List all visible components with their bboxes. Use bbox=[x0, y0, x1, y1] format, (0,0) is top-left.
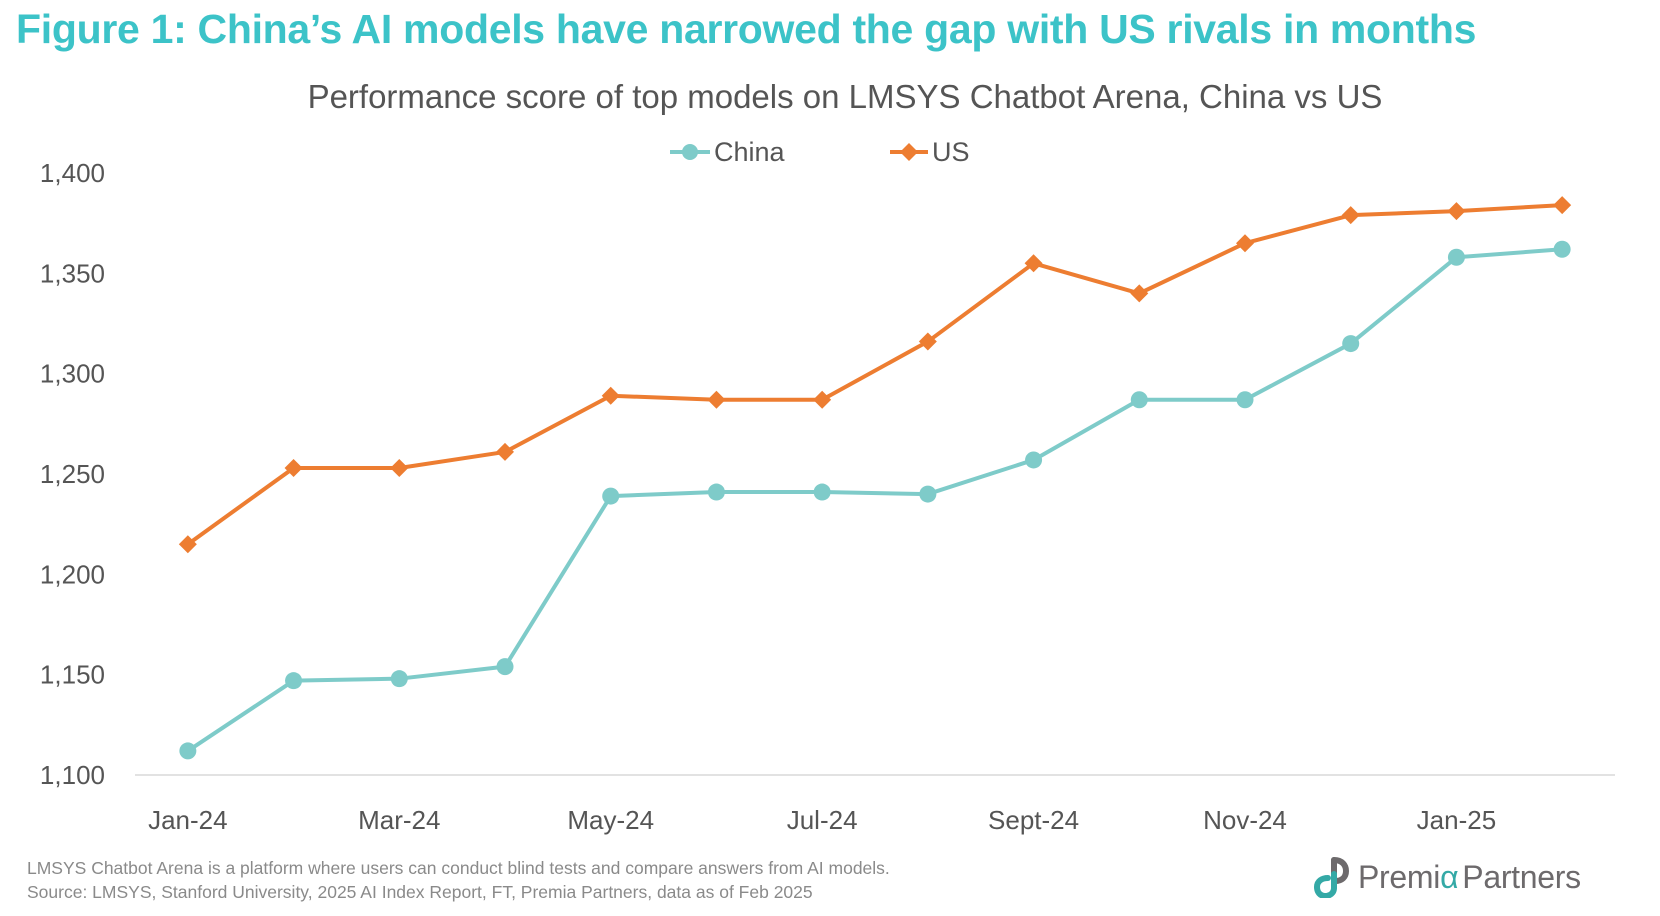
data-point-china bbox=[496, 658, 514, 676]
x-tick-label: May-24 bbox=[567, 805, 654, 835]
data-point-us bbox=[178, 535, 197, 554]
x-tick-label: Jul-24 bbox=[787, 805, 858, 835]
data-point-china bbox=[602, 487, 620, 505]
data-point-china bbox=[390, 670, 408, 688]
y-tick-label: 1,100 bbox=[40, 760, 105, 790]
data-point-china bbox=[919, 485, 937, 503]
logo-mark-icon bbox=[1313, 857, 1350, 898]
y-tick-label: 1,200 bbox=[40, 559, 105, 589]
series-line-us bbox=[186, 203, 1563, 546]
legend-item-us: US bbox=[888, 136, 970, 168]
data-point-china bbox=[1553, 240, 1571, 258]
logo-text-partners: Partners bbox=[1462, 858, 1581, 895]
y-tick-label: 1,350 bbox=[40, 258, 105, 288]
y-tick-label: 1,150 bbox=[40, 660, 105, 690]
series-layer bbox=[178, 196, 1572, 760]
data-point-china bbox=[1447, 248, 1465, 266]
data-point-china bbox=[813, 483, 831, 501]
footnote-source: Source: LMSYS, Stanford University, 2025… bbox=[27, 882, 813, 902]
data-point-us bbox=[707, 390, 726, 409]
chart-title: Performance score of top models on LMSYS… bbox=[307, 78, 1383, 115]
data-point-china bbox=[1025, 451, 1043, 469]
data-point-china bbox=[707, 483, 725, 501]
data-point-us bbox=[918, 332, 937, 351]
legend-item-china: China bbox=[668, 136, 785, 168]
x-tick-label: Jan-24 bbox=[148, 805, 228, 835]
x-tick-label: Jan-25 bbox=[1417, 805, 1497, 835]
series-us bbox=[178, 196, 1572, 554]
series-china bbox=[179, 240, 1571, 760]
y-tick-label: 1,300 bbox=[40, 359, 105, 389]
footnote-description: LMSYS Chatbot Arena is a platform where … bbox=[27, 858, 890, 878]
data-point-us bbox=[1024, 254, 1043, 273]
series-line-china bbox=[186, 247, 1563, 753]
legend: China US bbox=[0, 136, 1660, 168]
data-point-us bbox=[390, 458, 409, 477]
data-point-us bbox=[1553, 196, 1572, 215]
data-point-us bbox=[1341, 206, 1360, 225]
y-tick-label: 1,250 bbox=[40, 459, 105, 489]
x-tick-label: Nov-24 bbox=[1203, 805, 1287, 835]
data-point-china bbox=[1342, 335, 1360, 353]
data-point-us bbox=[813, 390, 832, 409]
data-point-us bbox=[1447, 202, 1466, 221]
legend-label-us: US bbox=[932, 136, 970, 167]
x-tick-label: Mar-24 bbox=[358, 805, 440, 835]
data-point-us bbox=[601, 386, 620, 405]
figure-title: Figure 1: China’s AI models have narrowe… bbox=[16, 6, 1477, 52]
y-tick-label: 1,400 bbox=[40, 158, 105, 188]
china-circle-marker-icon bbox=[670, 144, 710, 160]
data-point-china bbox=[179, 742, 197, 760]
data-point-us bbox=[1236, 234, 1254, 253]
logo-text-premi: Premi bbox=[1358, 858, 1441, 895]
data-point-us bbox=[284, 458, 303, 477]
logo-text: Premiα Partners bbox=[1358, 859, 1581, 896]
data-point-us bbox=[1130, 284, 1149, 303]
premia-partners-logo: Premiα Partners bbox=[1312, 856, 1581, 898]
data-point-china bbox=[285, 672, 303, 690]
data-point-china bbox=[1236, 391, 1254, 409]
x-axis: Jan-24 Mar-24 May-24 Jul-24 Sept-24 Nov-24 Jan… bbox=[148, 805, 1496, 835]
legend-label-china: China bbox=[714, 136, 785, 167]
logo-text-alpha: α bbox=[1440, 858, 1459, 895]
data-point-us bbox=[496, 442, 514, 461]
data-point-china bbox=[1130, 391, 1148, 409]
x-tick-label: Sept-24 bbox=[988, 805, 1079, 835]
us-diamond-marker-icon bbox=[890, 143, 928, 161]
y-axis: 1,100 1,150 1,200 1,250 1,300 1,350 1,400 bbox=[40, 158, 105, 790]
